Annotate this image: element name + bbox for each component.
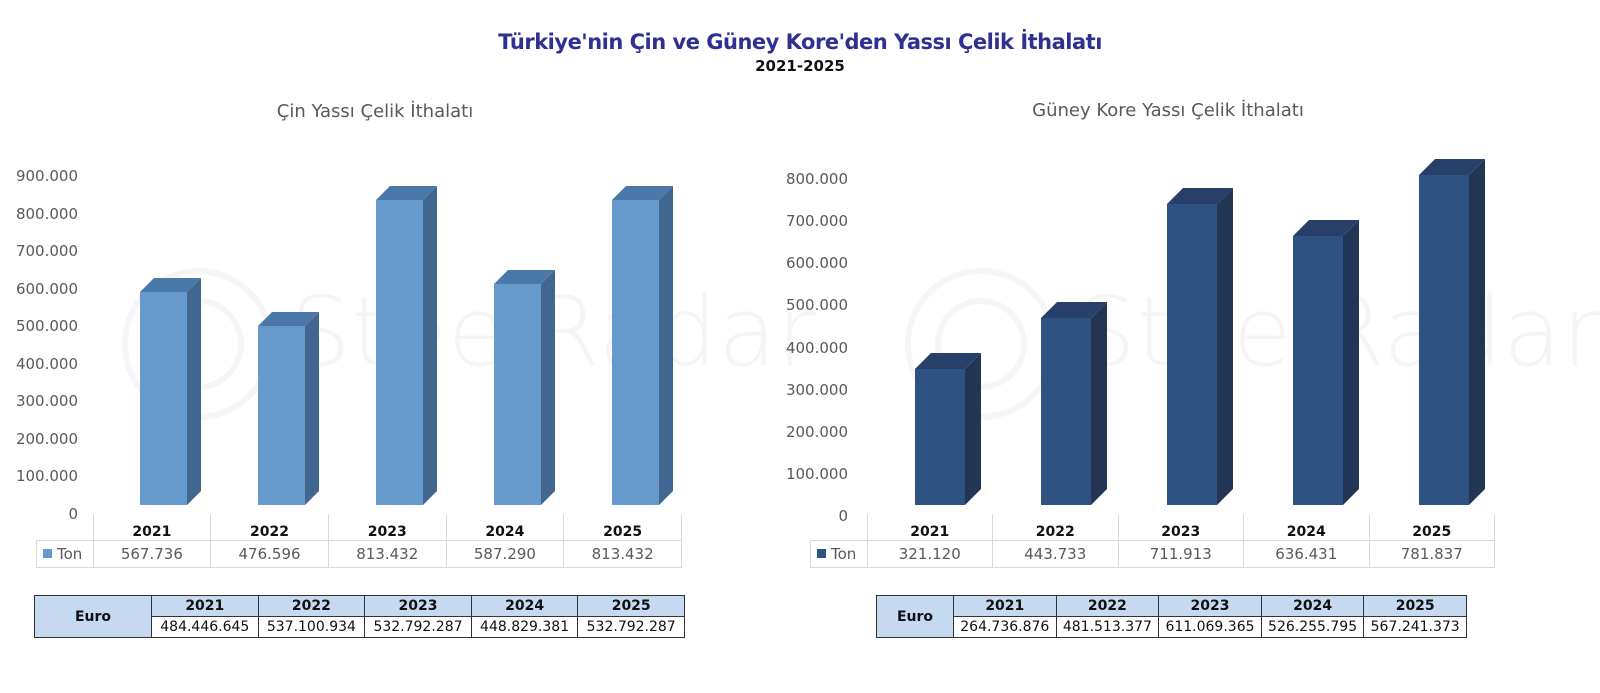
y-tick: 400.000 [785, 339, 848, 357]
page-title: Türkiye'nin Çin ve Güney Kore'den Yassı … [498, 30, 1102, 54]
euro-year: 2021 [953, 595, 1057, 617]
euro-value: 264.736.876 [953, 616, 1057, 638]
y-tick: 300.000 [15, 392, 78, 410]
legend-label: Ton [831, 545, 857, 563]
y-tick: 700.000 [15, 242, 78, 260]
y-tick: 300.000 [785, 381, 848, 399]
euro-table: Euro 2021 2022 2023 2024 2025 484.446.64… [34, 595, 685, 638]
x-tick: 2023 [327, 514, 447, 541]
y-tick: 200.000 [785, 423, 848, 441]
x-tick: 2021 [866, 514, 993, 541]
x-tick: 2025 [1368, 514, 1495, 541]
x-tick: 2022 [210, 514, 329, 541]
data-table: 2021 2022 2023 2024 2025 Ton 567.736 476… [36, 514, 682, 568]
bar-2025 [1419, 158, 1485, 505]
legend-swatch-icon [43, 549, 52, 558]
bar-2021 [140, 277, 201, 505]
euro-value: 484.446.645 [151, 616, 259, 638]
data-cell: 321.120 [866, 540, 993, 568]
euro-year: 2022 [257, 595, 366, 617]
euro-label: Euro [876, 595, 954, 638]
bar-2022 [1041, 301, 1107, 505]
data-cell: 567.736 [92, 540, 212, 568]
euro-value: 448.829.381 [470, 616, 579, 638]
legend-label: Ton [57, 545, 83, 563]
euro-value: 611.069.365 [1158, 616, 1262, 638]
x-tick: 2024 [1243, 514, 1370, 541]
y-tick: 900.000 [15, 167, 78, 185]
bar-2022 [258, 312, 319, 505]
euro-label: Euro [34, 595, 152, 638]
y-tick: 600.000 [15, 280, 78, 298]
x-tick: 2023 [1117, 514, 1244, 541]
data-cell: 781.837 [1368, 540, 1495, 568]
euro-year: 2025 [1363, 595, 1467, 617]
y-tick: 700.000 [785, 212, 848, 230]
legend-swatch-icon [817, 549, 826, 558]
page-subtitle: 2021-2025 [755, 57, 845, 75]
y-tick: 500.000 [15, 317, 78, 335]
bar-2021 [915, 353, 981, 505]
euro-year: 2024 [1260, 595, 1365, 617]
euro-value: 532.792.287 [364, 616, 472, 638]
chart-title: Güney Kore Yassı Çelik İthalatı [1032, 100, 1304, 121]
bar-2023 [1167, 188, 1233, 505]
euro-value: 567.241.373 [1363, 616, 1467, 638]
y-tick: 800.000 [785, 170, 848, 188]
data-cell: 636.431 [1243, 540, 1370, 568]
euro-year: 2025 [577, 595, 685, 617]
euro-year: 2023 [1158, 595, 1262, 617]
legend-item: Ton [810, 540, 868, 568]
euro-value: 532.792.287 [577, 616, 685, 638]
euro-table: Euro 2021 2022 2023 2024 2025 264.736.87… [876, 595, 1467, 638]
data-table: 2021 2022 2023 2024 2025 Ton 321.120 443… [810, 514, 1495, 568]
y-tick: 400.000 [15, 355, 78, 373]
legend-item: Ton [36, 540, 94, 568]
y-tick: 100.000 [785, 465, 848, 483]
data-cell: 587.290 [445, 540, 565, 568]
x-tick: 2021 [92, 514, 212, 541]
data-cell: 813.432 [563, 540, 682, 568]
y-tick: 600.000 [785, 254, 848, 272]
bar-2024 [1293, 220, 1359, 505]
y-tick: 500.000 [785, 296, 848, 314]
x-tick: 2022 [992, 514, 1119, 541]
y-tick: 200.000 [15, 430, 78, 448]
euro-value: 526.255.795 [1260, 616, 1365, 638]
data-cell: 711.913 [1117, 540, 1244, 568]
euro-value: 481.513.377 [1055, 616, 1160, 638]
data-cell: 476.596 [210, 540, 329, 568]
bar-2024 [494, 270, 555, 505]
bar-2025 [612, 185, 673, 505]
bar-2023 [376, 185, 437, 505]
chart-title: Çin Yassı Çelik İthalatı [276, 101, 474, 122]
data-cell: 443.733 [992, 540, 1119, 568]
y-tick: 100.000 [15, 467, 78, 485]
euro-value: 537.100.934 [257, 616, 366, 638]
y-tick: 800.000 [15, 205, 78, 223]
data-cell: 813.432 [327, 540, 447, 568]
euro-year: 2022 [1055, 595, 1160, 617]
